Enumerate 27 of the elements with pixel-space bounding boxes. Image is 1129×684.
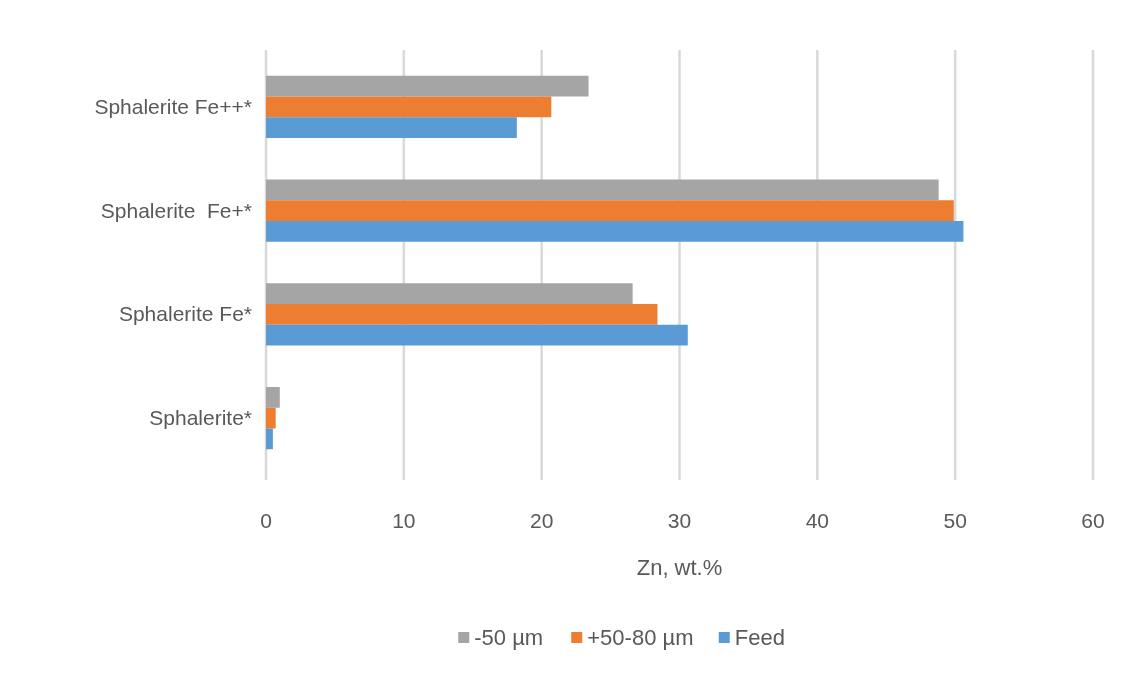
bar: [266, 304, 658, 325]
bar: [266, 75, 589, 97]
bar: [266, 283, 633, 304]
y-tick-label: Sphalerite Fe+*: [100, 198, 252, 222]
x-tick-label: 10: [392, 509, 416, 532]
legend-label: -50 µm: [474, 625, 544, 650]
x-tick-label: 50: [943, 509, 967, 532]
x-tick-label: 20: [529, 509, 554, 532]
x-tick-label: 0: [260, 509, 272, 532]
bar: [266, 200, 954, 221]
y-tick-label: Sphalerite*: [149, 406, 252, 430]
y-tick-label: Sphalerite Fe++*: [94, 94, 252, 118]
bar: [266, 428, 273, 450]
x-axis-title: Zn, wt.%: [636, 555, 723, 580]
x-tick-label: 60: [1081, 509, 1105, 532]
bar: [266, 387, 280, 408]
y-tick-label: Sphalerite Fe*: [118, 302, 252, 326]
legend-label: +50-80 µm: [587, 625, 694, 650]
bar: [266, 117, 517, 138]
legend-label: Feed: [734, 625, 785, 650]
bar: [266, 96, 552, 118]
bar: [266, 179, 939, 201]
bar: [266, 324, 688, 346]
bar: [266, 407, 276, 429]
x-tick-label: 40: [805, 509, 830, 532]
x-tick-label: 30: [667, 509, 692, 532]
bar: [266, 221, 964, 242]
